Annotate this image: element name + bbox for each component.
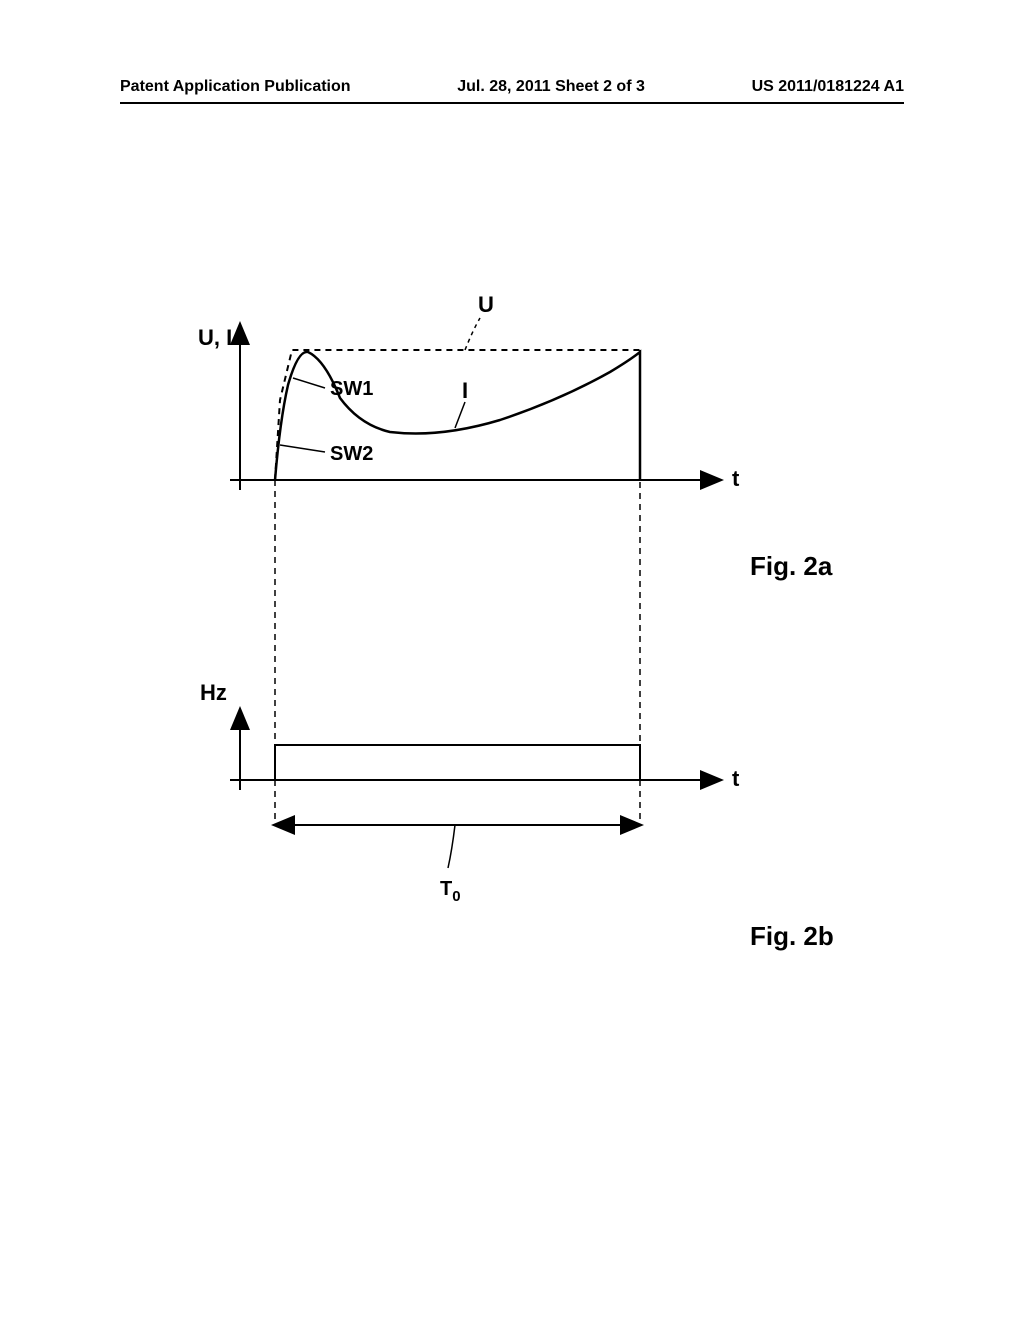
- figure-container: U, I t SW1 SW2 U I Fig. 2a: [180, 280, 900, 980]
- fig2a-label: Fig. 2a: [750, 551, 833, 581]
- fig2b-pulse: [275, 745, 640, 780]
- fig2b-t0-leader: [448, 825, 455, 868]
- fig2a-i-leader: [455, 402, 465, 428]
- header-divider: [120, 102, 904, 104]
- fig2a-sw1-label: SW1: [330, 378, 373, 400]
- header-left: Patent Application Publication: [120, 78, 351, 96]
- figure-2b: Hz t T0 Fig. 2b: [200, 680, 834, 951]
- fig2b-label: Fig. 2b: [750, 921, 834, 951]
- figure-2a: U, I t SW1 SW2 U I Fig. 2a: [198, 292, 833, 780]
- page-header: Patent Application Publication Jul. 28, …: [120, 78, 904, 96]
- fig2a-sw1-leader: [293, 378, 325, 388]
- fig2a-x-label: t: [732, 466, 740, 491]
- fig2b-x-label: t: [732, 766, 740, 791]
- figure-svg: U, I t SW1 SW2 U I Fig. 2a: [180, 280, 900, 980]
- fig2b-y-label: Hz: [200, 680, 227, 705]
- header-center: Jul. 28, 2011 Sheet 2 of 3: [457, 78, 645, 96]
- header-right: US 2011/0181224 A1: [752, 78, 904, 96]
- fig2a-u-leader: [465, 318, 480, 350]
- fig2a-i-label: I: [462, 378, 468, 403]
- fig2a-u-label: U: [478, 292, 494, 317]
- fig2a-y-label: U, I: [198, 325, 232, 350]
- fig2a-sw2-label: SW2: [330, 443, 373, 465]
- fig2a-sw2-leader: [280, 445, 325, 452]
- fig2b-t0-label: T0: [440, 878, 461, 905]
